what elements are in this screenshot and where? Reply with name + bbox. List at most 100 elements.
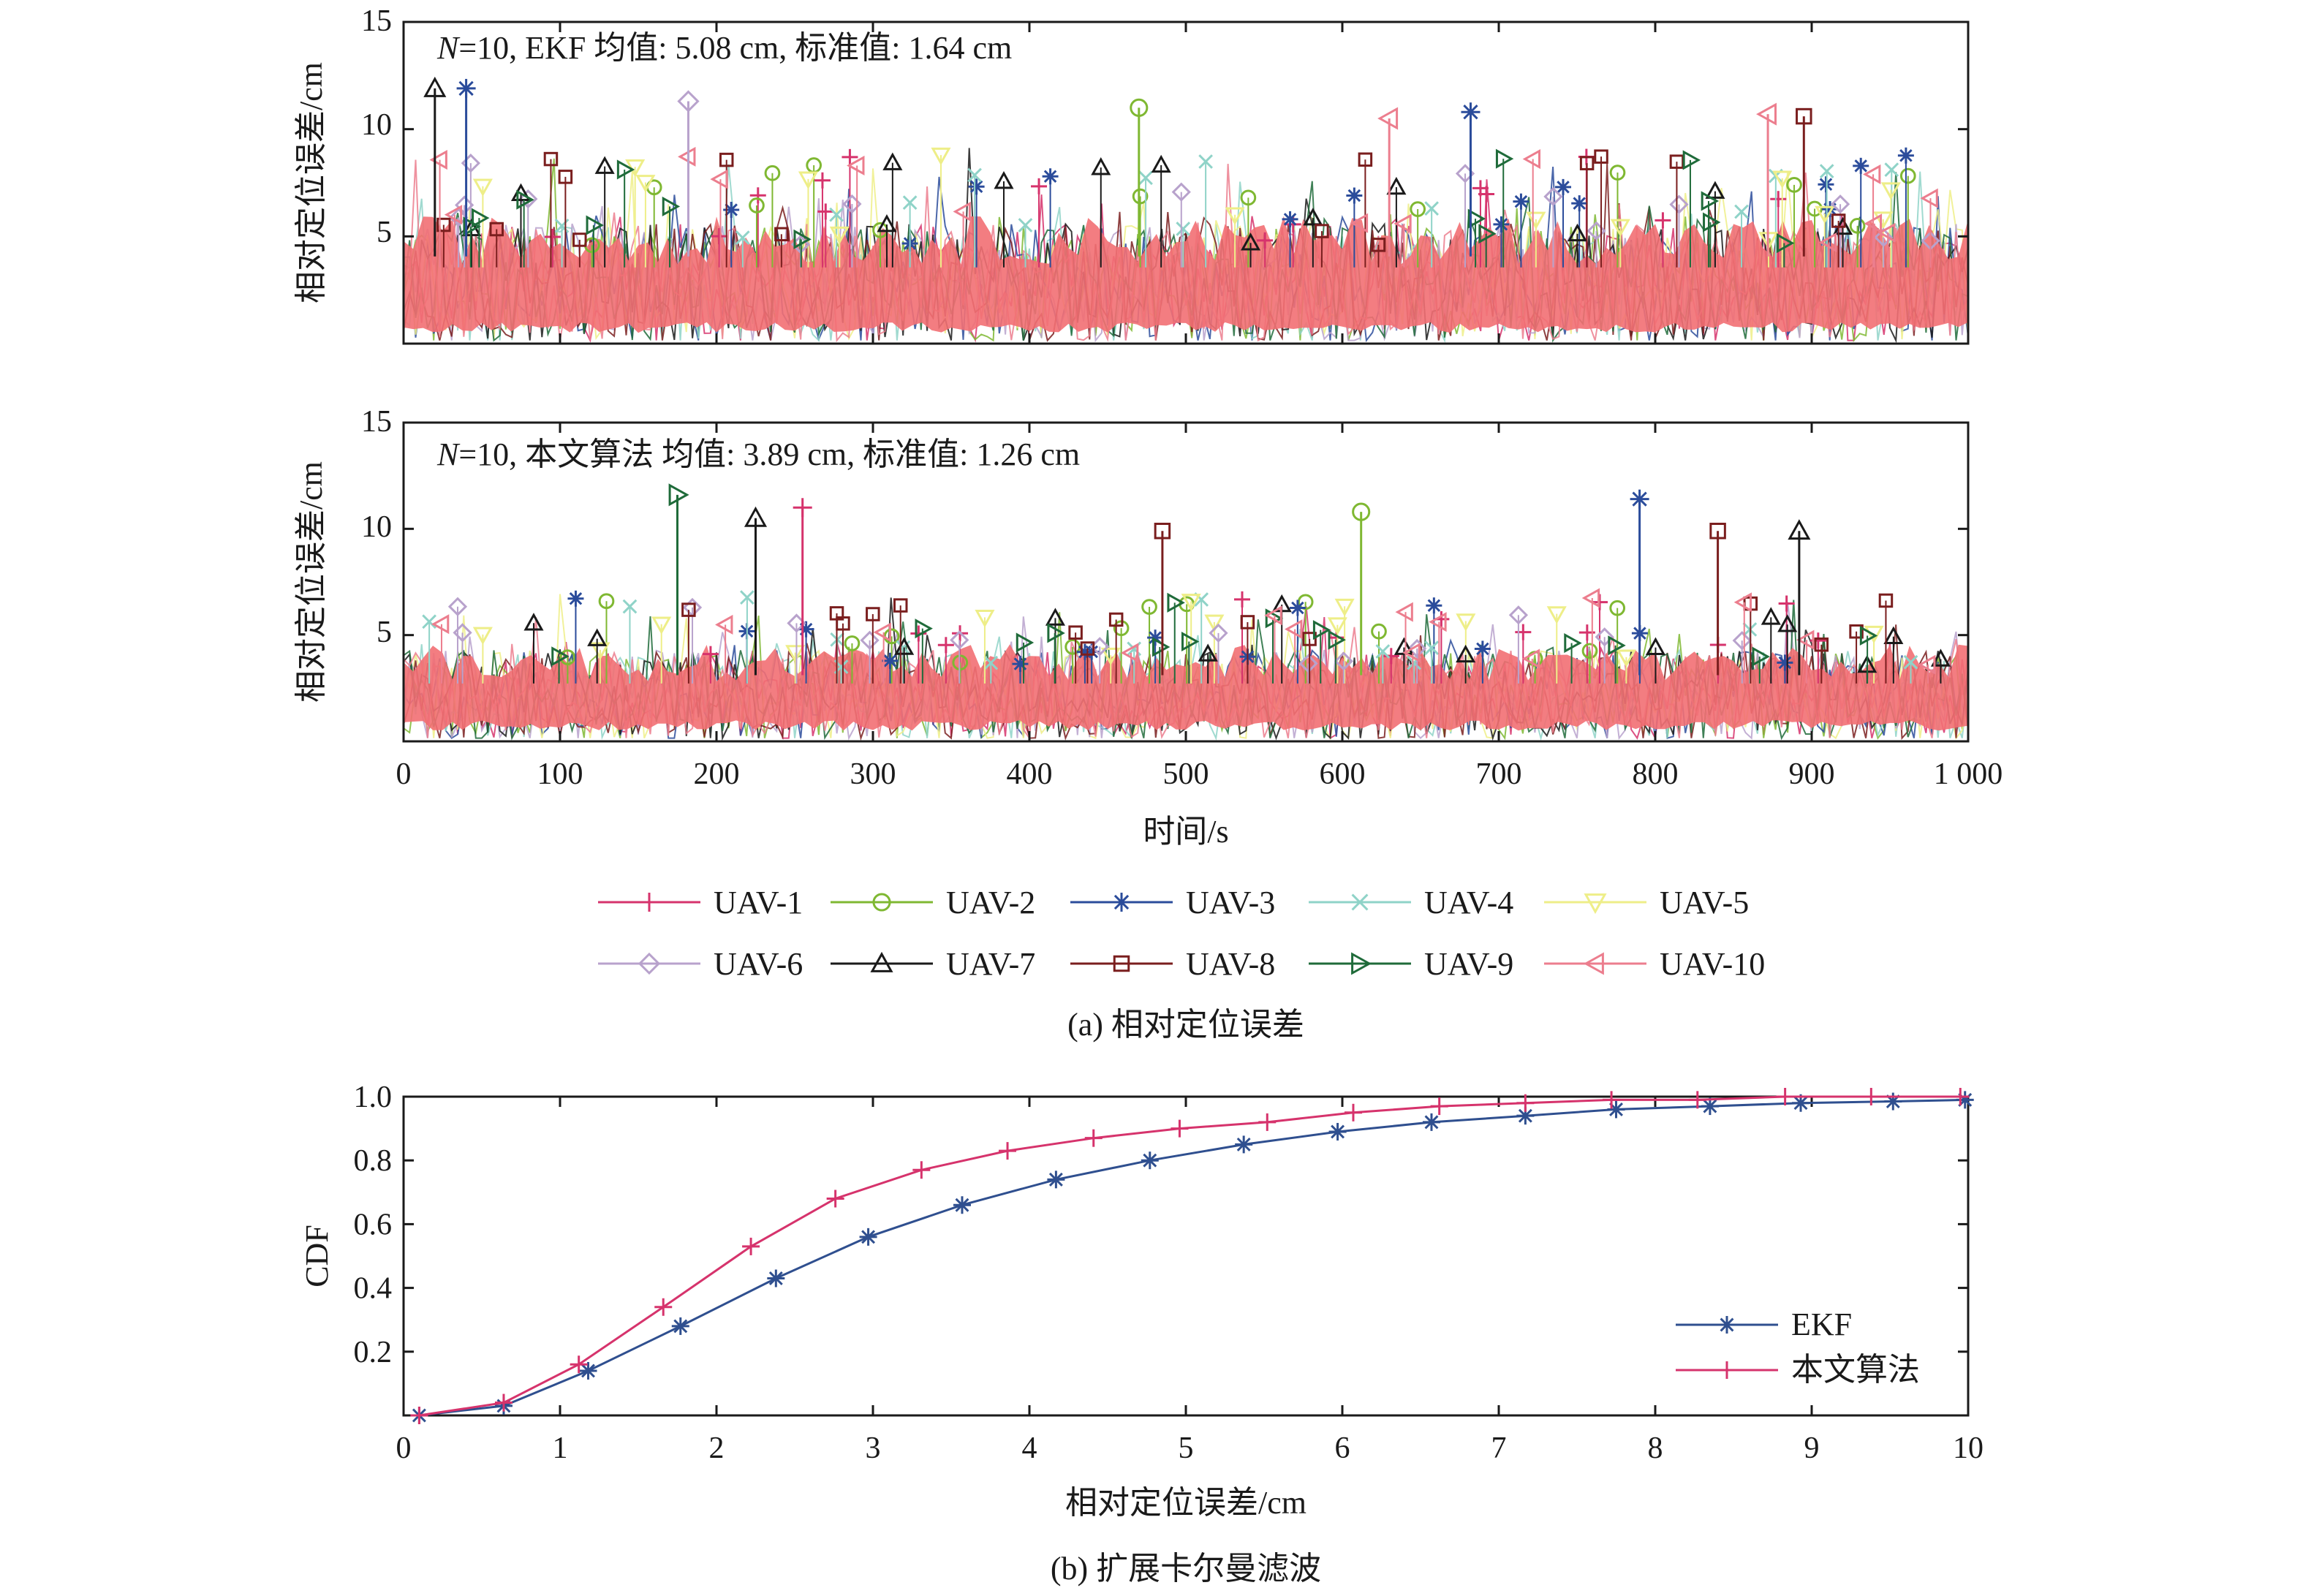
top-ylabel: 相对定位误差/cm — [293, 62, 329, 303]
cdf-point — [1776, 1088, 1794, 1105]
cdf-point — [1141, 1151, 1159, 1170]
cdf-point — [1951, 1088, 1970, 1105]
peak-marker-uav-2 — [1352, 502, 1371, 521]
marker-uav-9 — [1608, 635, 1626, 656]
cdf-line — [419, 1098, 1965, 1417]
cdf-point — [1688, 1091, 1706, 1109]
marker-uav-9 — [472, 208, 490, 228]
legend-item-uav-7: UAV-7 — [831, 946, 1035, 982]
marker-uav-3 — [1012, 656, 1029, 673]
marker-uav-9 — [1777, 233, 1795, 254]
marker-uav-8 — [866, 607, 880, 621]
marker-uav-8 — [1358, 152, 1373, 167]
cdf-legend-ours-marker — [1718, 1361, 1736, 1379]
marker-uav-10 — [847, 155, 865, 175]
marker-uav-3 — [1474, 640, 1491, 657]
legend-label: UAV-7 — [946, 946, 1035, 982]
marker-uav-8 — [1878, 593, 1894, 608]
marker-uav-8 — [719, 152, 734, 167]
marker-uav-1 — [937, 637, 954, 654]
marker-uav-6 — [1732, 631, 1752, 651]
marker-uav-8 — [572, 232, 587, 247]
marker-uav-4 — [1734, 204, 1749, 219]
marker-uav-5 — [1880, 182, 1901, 200]
marker-uav-5 — [1181, 594, 1201, 612]
xtick-label: 1 000 — [1934, 757, 2003, 791]
marker-uav-3 — [968, 178, 985, 195]
marker-uav-1 — [1515, 624, 1532, 640]
cdf-legend: EKF 本文算法 — [1676, 1306, 1920, 1388]
marker-uav-10 — [1920, 188, 1938, 208]
legend-marker — [1113, 955, 1130, 972]
bottom-annotation: N=10, 本文算法 均值: 3.89 cm, 标准值: 1.26 cm — [436, 436, 1080, 472]
marker-uav-10 — [1429, 612, 1447, 632]
cdf-point — [742, 1237, 760, 1255]
marker-uav-6 — [453, 623, 472, 643]
cdf-xtick-labels: 0 1 2 3 4 5 6 7 8 9 10 — [396, 1432, 1984, 1465]
xtick-label: 700 — [1476, 757, 1522, 791]
marker-uav-6 — [1209, 623, 1228, 643]
marker-uav-6 — [1874, 227, 1894, 247]
legend-marker — [638, 952, 661, 975]
marker-uav-1 — [1031, 178, 1048, 194]
marker-uav-4 — [622, 599, 638, 614]
marker-uav-5 — [1225, 207, 1245, 225]
marker-uav-4 — [1018, 218, 1033, 232]
marker-uav-10 — [1818, 232, 1837, 253]
peak-marker-uav-8 — [1154, 522, 1171, 540]
marker-uav-6 — [518, 189, 538, 209]
cdf-point — [1430, 1097, 1448, 1116]
marker-uav-3 — [1777, 654, 1793, 671]
marker-uav-3 — [1897, 147, 1914, 164]
caption-a: (a) 相对定位误差 — [1067, 1007, 1304, 1043]
marker-uav-2 — [1609, 164, 1626, 181]
legend-item-uav-9: UAV-9 — [1309, 946, 1513, 982]
marker-uav-9 — [1701, 191, 1720, 211]
marker-uav-5 — [1610, 219, 1630, 238]
legend-label: UAV-9 — [1424, 946, 1513, 982]
cdf-point — [494, 1393, 513, 1412]
marker-uav-2 — [844, 635, 861, 651]
marker-uav-6 — [1543, 186, 1563, 207]
marker-uav-9 — [1016, 632, 1035, 653]
cdf-point — [1607, 1100, 1625, 1119]
marker-uav-10 — [444, 205, 463, 225]
marker-uav-9 — [1467, 208, 1486, 229]
marker-uav-10 — [1120, 643, 1139, 663]
cdf-point — [1603, 1091, 1621, 1109]
marker-uav-10 — [429, 150, 447, 170]
marker-uav-9 — [616, 159, 635, 180]
top-ytick-10: 10 — [361, 108, 392, 142]
marker-uav-5 — [798, 171, 819, 189]
top-annotation-var: N — [436, 30, 461, 66]
cdf-xtick-label: 4 — [1022, 1432, 1037, 1465]
cdf-legend-ours-label: 本文算法 — [1791, 1352, 1920, 1388]
marker-uav-10 — [710, 169, 728, 189]
peak-marker-uav-10 — [1755, 102, 1777, 126]
marker-uav-8 — [836, 616, 850, 631]
marker-uav-8 — [1302, 632, 1317, 646]
marker-uav-8 — [1849, 624, 1864, 639]
marker-uav-5 — [785, 645, 806, 663]
marker-uav-5 — [635, 175, 656, 193]
bottom-ylabel: 相对定位误差/cm — [293, 461, 329, 703]
marker-uav-7 — [1645, 637, 1666, 655]
panel-b: 0.2 0.4 0.6 0.8 1.0 0 1 2 3 4 5 6 7 8 9 10 CDF 相对定位误差/… — [299, 1081, 1984, 1521]
marker-uav-4 — [1198, 154, 1213, 169]
bottom-annotation-var: N — [436, 436, 461, 472]
xtick-label: 500 — [1163, 757, 1209, 791]
panel-a-top: 5 10 15 相对定位误差/cm N=10, EKF 均值: 5.08 cm,… — [293, 4, 1970, 345]
legend-item-uav-8: UAV-8 — [1070, 946, 1275, 982]
marker-uav-10 — [1393, 213, 1412, 234]
cdf-point — [654, 1298, 673, 1316]
legend-marker — [640, 893, 659, 912]
marker-uav-3 — [1513, 193, 1529, 210]
cdf-point — [1884, 1092, 1902, 1111]
marker-uav-3 — [798, 621, 814, 638]
marker-uav-10 — [1581, 588, 1600, 608]
marker-uav-3 — [1555, 178, 1572, 195]
marker-uav-2 — [1609, 600, 1626, 616]
marker-uav-5 — [1526, 211, 1546, 230]
marker-uav-8 — [543, 151, 559, 167]
marker-uav-8 — [1080, 641, 1095, 656]
